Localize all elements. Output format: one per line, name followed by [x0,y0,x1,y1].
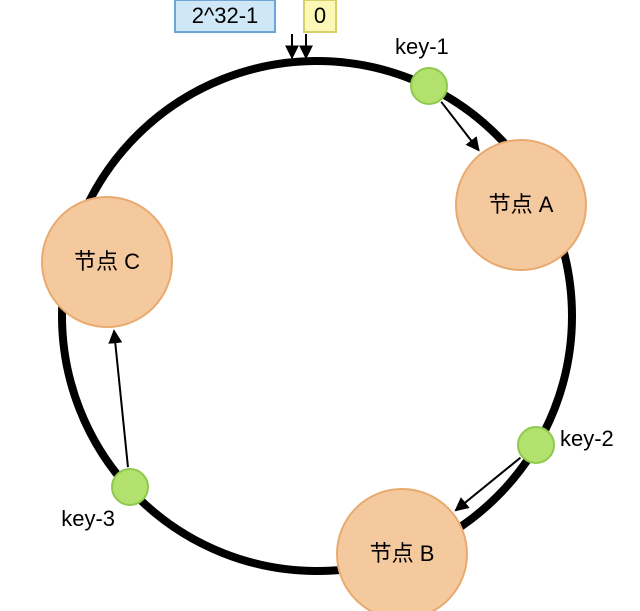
key-1-label: key-1 [395,34,449,59]
key-3-label: key-3 [61,506,115,531]
max-value-label: 2^32-1 [192,3,259,28]
key-3-dot [112,469,148,505]
hash-ring-diagram: 2^32-1 0 节点 A 节点 B 节点 C key-1 key-2 key-3 [0,0,640,611]
arrow-key3-to-nodeC [114,331,128,467]
node-C-label: 节点 C [74,249,140,274]
key-2-label: key-2 [560,426,614,451]
key-1-dot [411,68,447,104]
key-2-dot [518,427,554,463]
node-B-label: 节点 B [370,541,435,566]
node-A-label: 节点 A [489,192,554,217]
zero-value-label: 0 [314,3,326,28]
